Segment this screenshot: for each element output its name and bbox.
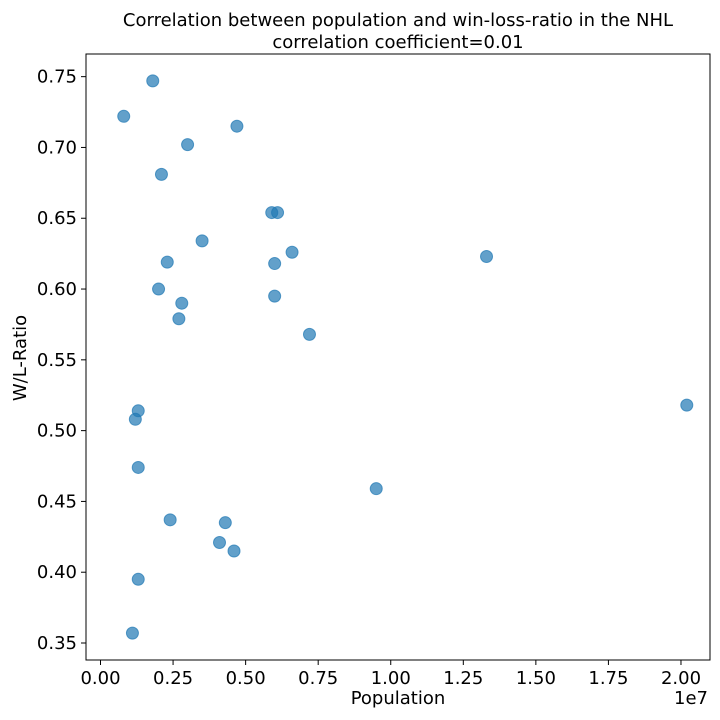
x-tick-label: 0.00 (80, 668, 120, 689)
y-axis: 0.35 0.40 0.45 0.50 0.55 0.60 0.65 0.70 0.75 (37, 67, 86, 654)
data-point (131, 572, 145, 586)
data-point (369, 482, 383, 496)
y-tick-label: 0.45 (37, 491, 77, 512)
x-tick-label: 1.25 (443, 668, 483, 689)
x-tick-label: 1.50 (516, 668, 556, 689)
data-point (271, 206, 285, 220)
data-point (131, 460, 145, 474)
data-point (195, 234, 209, 248)
x-tick-label: 0.75 (298, 668, 338, 689)
chart-title: Correlation between population and win-l… (123, 10, 673, 31)
data-point (154, 167, 168, 181)
chart-subtitle: correlation coefficient=0.01 (272, 32, 523, 53)
y-tick-label: 0.55 (37, 350, 77, 371)
x-tick-label: 1.00 (371, 668, 411, 689)
data-point (227, 544, 241, 558)
data-point (152, 282, 166, 296)
data-point (172, 312, 186, 326)
data-point (480, 249, 494, 263)
y-tick-label: 0.75 (37, 67, 77, 88)
x-tick-label: 2.00 (661, 668, 701, 689)
x-tick-label: 0.50 (226, 668, 266, 689)
data-point (117, 109, 131, 123)
x-axis-offset-label: 1e7 (674, 688, 708, 709)
data-point (268, 289, 282, 303)
data-point (160, 255, 174, 269)
data-point (268, 257, 282, 271)
data-point (680, 398, 694, 412)
data-point (128, 412, 142, 426)
x-tick-label: 0.25 (153, 668, 193, 689)
y-tick-label: 0.35 (37, 633, 77, 654)
data-point (175, 296, 189, 310)
y-tick-label: 0.50 (37, 421, 77, 442)
data-point (146, 74, 160, 88)
y-tick-label: 0.60 (37, 279, 77, 300)
data-point (163, 513, 177, 527)
data-point (302, 327, 316, 341)
y-tick-label: 0.70 (37, 137, 77, 158)
data-point (218, 516, 232, 530)
data-point (213, 535, 227, 549)
data-point (125, 626, 139, 640)
plot-area (85, 53, 711, 661)
y-tick-label: 0.40 (37, 562, 77, 583)
y-tick-label: 0.65 (37, 208, 77, 229)
data-point (181, 138, 195, 152)
y-axis-label: W/L-Ratio (10, 315, 31, 401)
data-points (117, 74, 694, 640)
x-axis-label: Population (351, 688, 446, 709)
plot-frame (85, 53, 711, 661)
data-point (230, 119, 244, 133)
x-axis: 0.00 0.25 0.50 0.75 1.00 1.25 1.50 1.75 2.00 (80, 660, 701, 689)
x-tick-label: 1.75 (588, 668, 628, 689)
data-point (285, 245, 299, 259)
